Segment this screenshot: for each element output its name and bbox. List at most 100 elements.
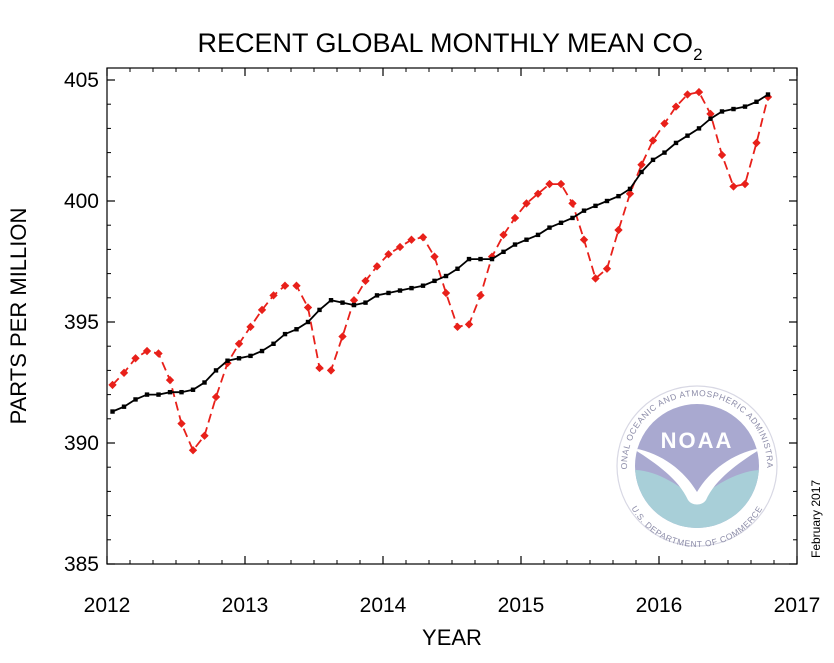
y-axis: 385 390 395 400 405	[64, 69, 797, 576]
series-0-point	[177, 419, 186, 428]
series-1-point	[742, 104, 748, 109]
series-0-point	[246, 322, 255, 332]
series-0-point	[591, 274, 600, 283]
series-0-point	[292, 281, 301, 290]
series-0-point	[165, 375, 175, 385]
series-0-point	[142, 346, 152, 356]
x-tick-label: 2017	[774, 594, 821, 617]
series-0-point	[119, 368, 129, 377]
series-1-point	[294, 327, 299, 332]
series-1-point	[604, 198, 610, 204]
series-0-point	[303, 303, 313, 312]
series-0-point	[533, 189, 543, 198]
series-0-point	[660, 119, 669, 128]
series-1-point	[351, 302, 357, 308]
series-0-point	[671, 102, 681, 111]
series-0-point	[637, 160, 646, 169]
chart-title: RECENT GLOBAL MONTHLY MEAN CO2	[197, 28, 702, 64]
series-0-point	[683, 90, 692, 99]
series-1-point	[501, 249, 506, 255]
series-1-point	[524, 237, 529, 242]
series-1-point	[317, 307, 322, 313]
series-0-point	[614, 225, 623, 235]
series-0-point	[234, 339, 244, 348]
series-1-point	[512, 242, 518, 247]
series-1-point	[650, 157, 656, 163]
series-1-point	[213, 368, 219, 373]
series-1-point	[156, 392, 161, 397]
y-tick-label: 395	[64, 311, 99, 334]
series-1-point	[478, 256, 483, 262]
x-tick-label: 2015	[498, 594, 545, 617]
x-axis-label: YEAR	[422, 625, 482, 650]
series-1-point	[340, 300, 345, 305]
series-1-point	[616, 193, 621, 199]
series-1-point	[662, 150, 667, 155]
date-annotation: February 2017	[809, 480, 823, 558]
series-layer	[108, 87, 773, 455]
series-0-point	[430, 252, 439, 261]
chart-title-subscript: 2	[693, 45, 702, 64]
series-0-point	[545, 179, 554, 189]
series-1-point	[236, 356, 242, 361]
series-0-point	[349, 296, 359, 305]
series-1-point	[259, 348, 265, 354]
series-0-point	[326, 366, 336, 375]
series-1-point	[708, 116, 713, 121]
series-1-point	[558, 220, 564, 225]
series-0-point	[453, 322, 462, 332]
series-0-point	[269, 291, 278, 300]
series-1-point	[202, 380, 207, 385]
series-1-point	[535, 232, 541, 238]
series-0-point	[154, 349, 163, 358]
series-1-point	[133, 397, 138, 402]
series-1-point	[305, 319, 311, 325]
series-1-point	[673, 140, 679, 146]
series-1-point	[328, 298, 334, 303]
noaa-seal: NOAA NATIONAL OCEANIC AND ATMOSPHERIC AD…	[0, 0, 778, 549]
seal-center-word: NOAA	[661, 428, 734, 453]
x-tick-label: 2016	[636, 594, 683, 617]
series-1-point	[443, 273, 449, 279]
series-0-point	[579, 235, 589, 244]
series-0-point	[556, 179, 566, 189]
series-0-point	[499, 230, 508, 240]
series-1-point	[455, 266, 460, 271]
series-1-point	[581, 208, 587, 213]
series-0-point	[625, 189, 635, 198]
series-1-point	[409, 285, 414, 291]
seal-bird	[635, 448, 759, 505]
y-tick-label: 400	[64, 190, 99, 213]
series-1-point	[754, 99, 759, 104]
series-1-point	[593, 203, 598, 209]
series-0-point	[510, 213, 520, 223]
x-axis: 2012 2013 2014 2015 2016 2017	[84, 68, 821, 617]
series-0-point	[752, 138, 761, 148]
series-0-point	[384, 250, 393, 259]
series-1-point	[731, 106, 736, 112]
series-1-point	[179, 389, 184, 395]
series-1-point	[386, 290, 391, 296]
series-0-point	[338, 332, 347, 341]
series-0-point	[211, 392, 221, 402]
series-0-point	[648, 136, 658, 145]
series-1-point	[432, 278, 437, 284]
series-0-point	[568, 199, 577, 208]
series-1-point	[374, 293, 380, 298]
series-0-point	[717, 150, 727, 160]
series-1-point	[110, 409, 115, 414]
series-0-point	[395, 242, 405, 252]
series-0-line	[111, 91, 769, 453]
series-1-point	[167, 389, 173, 395]
y-tick-label: 405	[64, 69, 99, 92]
series-0-point	[280, 281, 290, 290]
series-1-point	[363, 300, 368, 305]
x-tick-label: 2013	[222, 594, 269, 617]
series-0-point	[740, 179, 750, 189]
series-1-point	[489, 256, 495, 262]
series-1-point	[639, 169, 644, 175]
series-1-point	[248, 353, 253, 359]
series-1-point	[225, 358, 230, 363]
series-0-point	[522, 199, 531, 208]
